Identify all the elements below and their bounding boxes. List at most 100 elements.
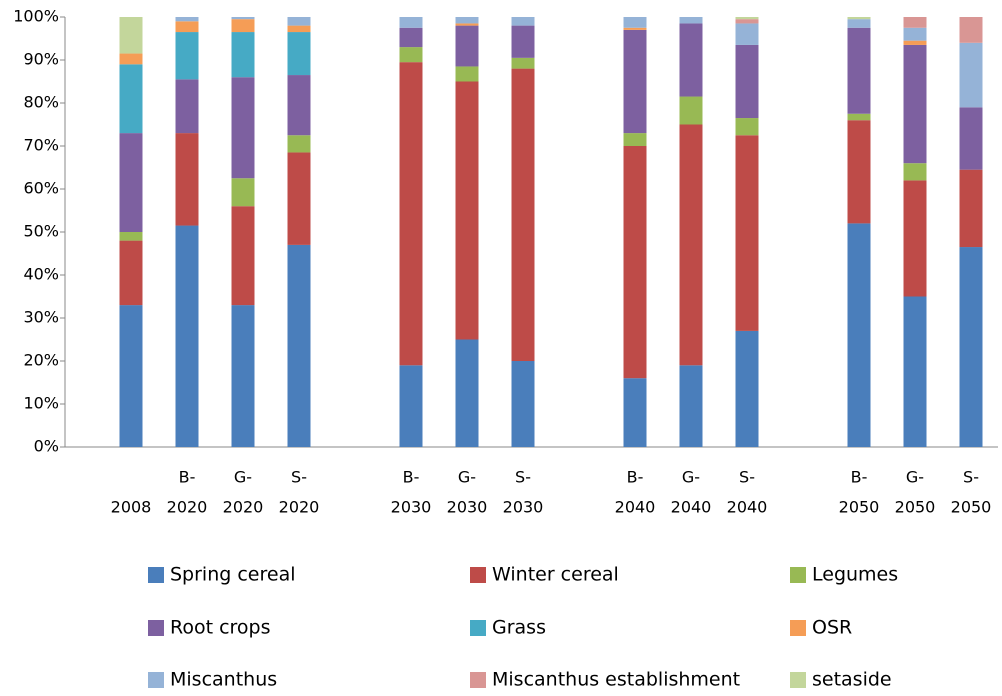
bar-segment	[287, 25, 311, 33]
x-tick-label: 2040	[671, 498, 712, 517]
y-tick-label: 0%	[34, 437, 59, 456]
bar-segment	[735, 19, 759, 24]
bar-segment	[455, 25, 479, 67]
x-tick-label: 2050	[895, 498, 936, 517]
bar-segment	[623, 27, 647, 30]
x-tick-label: S-	[963, 468, 979, 487]
y-tick-label: 70%	[23, 136, 59, 155]
bar-segment	[623, 17, 647, 28]
bar-segment	[455, 66, 479, 82]
bar-segment	[175, 21, 199, 33]
bar-segment	[735, 330, 759, 447]
x-tick-label: G-	[682, 468, 700, 487]
bar-segment	[511, 17, 535, 26]
bar-segment	[119, 232, 143, 241]
bar-segment	[903, 44, 927, 164]
legend-swatch	[148, 567, 164, 583]
bar-segment	[847, 120, 871, 224]
x-tick-label: 2030	[503, 498, 544, 517]
bar-segment	[735, 135, 759, 331]
bar-segment	[455, 23, 479, 26]
legend-swatch	[790, 672, 806, 688]
x-tick-label: G-	[458, 468, 476, 487]
legend-label: Root crops	[170, 617, 271, 639]
bar-segment	[623, 29, 647, 134]
bar-segment	[455, 17, 479, 24]
bar-segment	[847, 223, 871, 447]
x-tick-label: 2030	[391, 498, 432, 517]
bar-segment	[903, 27, 927, 41]
bar-segment	[231, 17, 255, 20]
bar-segment	[175, 79, 199, 134]
bar-segment	[623, 146, 647, 379]
y-tick-label: 20%	[23, 351, 59, 370]
bar-segment	[511, 68, 535, 361]
legend-label: setaside	[812, 669, 892, 691]
x-tick-label: 2030	[447, 498, 488, 517]
bar-segment	[175, 32, 199, 80]
legend-swatch	[470, 672, 486, 688]
bar-segment	[735, 23, 759, 45]
bar-segment	[679, 17, 703, 24]
bar-segment	[287, 135, 311, 153]
bar-segment	[175, 17, 199, 22]
x-tick-label: B-	[627, 468, 644, 487]
bar-segment	[847, 17, 871, 20]
y-tick-label: 30%	[23, 308, 59, 327]
x-tick-label: 2020	[223, 498, 264, 517]
bar-segment	[399, 365, 423, 447]
bar-segment	[623, 378, 647, 447]
x-tick-label: B-	[403, 468, 420, 487]
bar-segment	[679, 23, 703, 97]
legend-label: Winter cereal	[492, 564, 619, 586]
x-tick-label: 2020	[279, 498, 320, 517]
bar-segment	[399, 62, 423, 366]
y-tick-label: 60%	[23, 179, 59, 198]
legend-swatch	[148, 672, 164, 688]
legend-label: OSR	[812, 617, 852, 639]
bar-segment	[231, 178, 255, 207]
bar-segment	[399, 27, 423, 48]
bar-segment	[959, 169, 983, 248]
x-tick-label: B-	[179, 468, 196, 487]
bar-segment	[119, 240, 143, 306]
bar-segment	[903, 163, 927, 181]
bar-segment	[959, 42, 983, 108]
x-tick-label: 2020	[167, 498, 208, 517]
bar-segment	[959, 17, 983, 43]
y-tick-label: 100%	[13, 7, 59, 26]
bar-segment	[511, 25, 535, 58]
bar-segment	[231, 32, 255, 78]
bar-segment	[231, 19, 255, 33]
x-tick-label: 2040	[615, 498, 656, 517]
bar-segment	[623, 133, 647, 146]
bar-segment	[735, 118, 759, 136]
bar-segment	[175, 225, 199, 447]
bar-segment	[119, 133, 143, 232]
legend-label: Miscanthus establishment	[492, 669, 740, 691]
bar-segment	[231, 77, 255, 179]
bar-segment	[119, 53, 143, 65]
bar-segment	[287, 32, 311, 76]
y-tick-label: 40%	[23, 265, 59, 284]
bar-segment	[119, 17, 143, 54]
x-tick-label: G-	[906, 468, 924, 487]
bar-segment	[119, 64, 143, 134]
legend-label: Spring cereal	[170, 564, 296, 586]
bar-segment	[959, 247, 983, 447]
bar-segment	[399, 17, 423, 28]
bar-segment	[511, 57, 535, 69]
legend-swatch	[470, 567, 486, 583]
bar-segment	[399, 47, 423, 63]
bar-segment	[511, 361, 535, 447]
legend-label: Grass	[492, 617, 546, 639]
x-tick-label: G-	[234, 468, 252, 487]
bar-segment	[903, 40, 927, 45]
bar-segment	[735, 44, 759, 119]
bar-segment	[231, 206, 255, 306]
legend-label: Legumes	[812, 564, 898, 586]
bar-segment	[287, 75, 311, 136]
bar-segment	[287, 152, 311, 245]
legend-swatch	[148, 620, 164, 636]
